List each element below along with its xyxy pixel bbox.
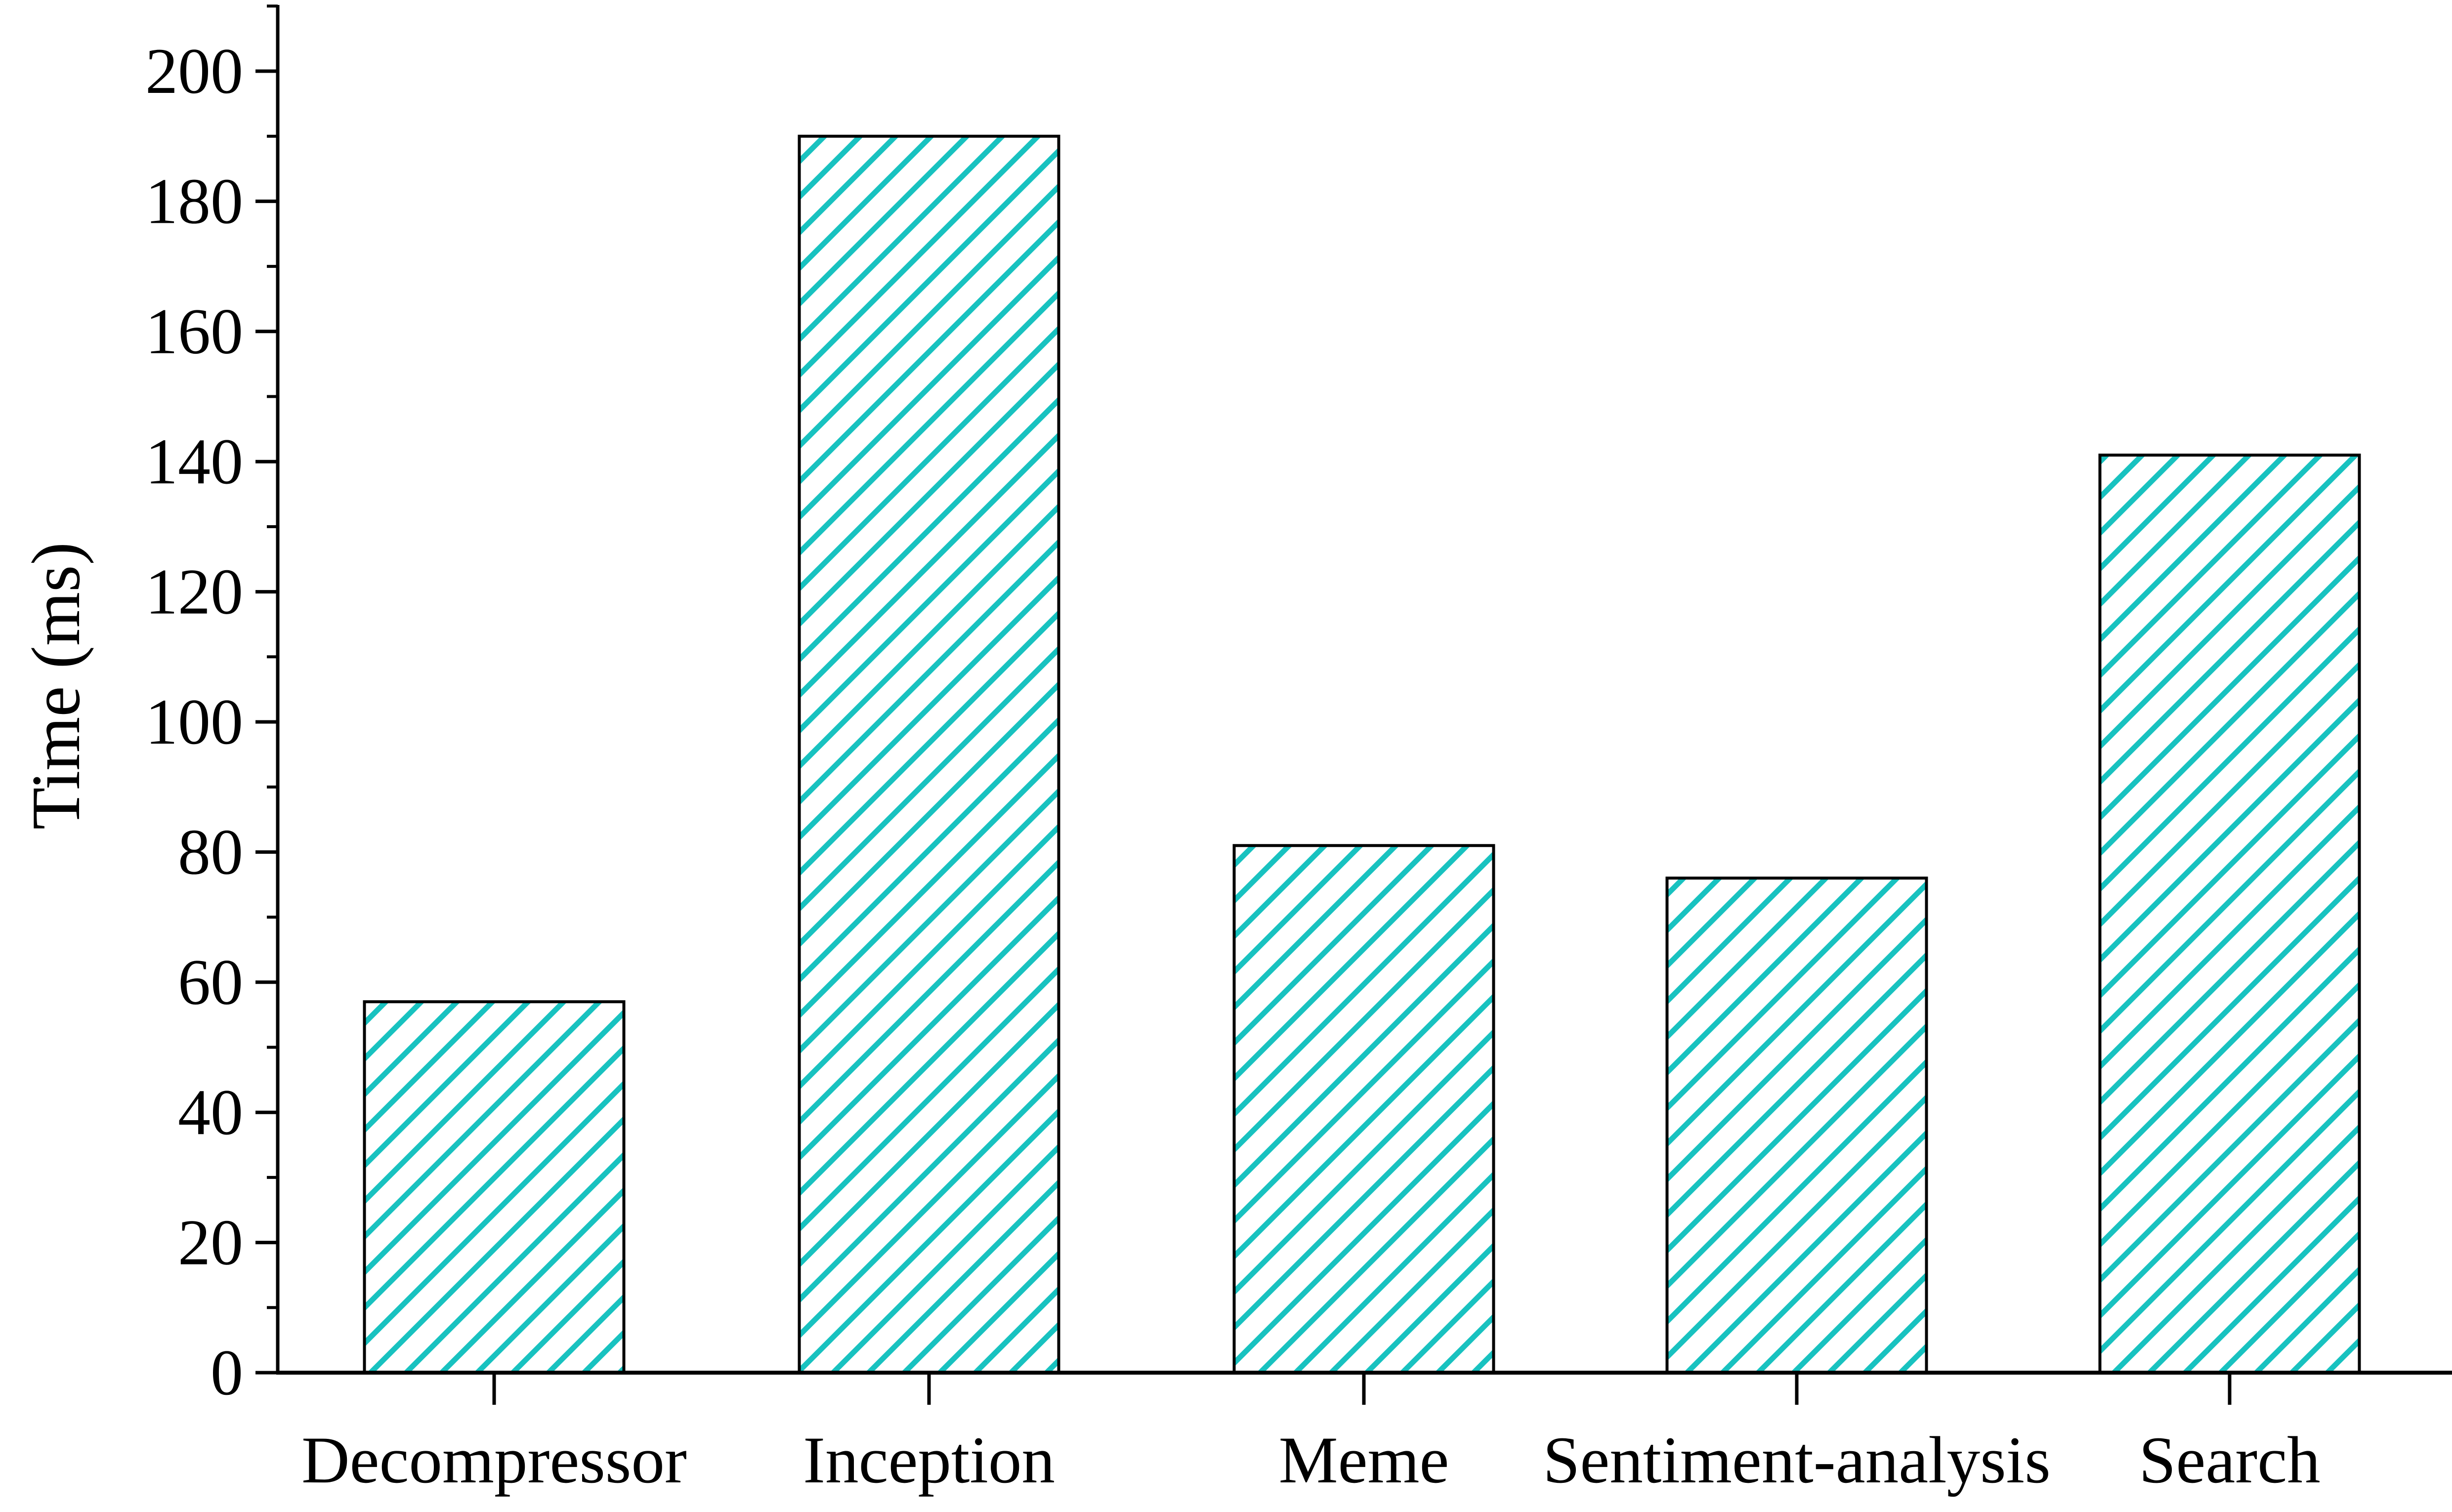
y-tick-label: 100 [145,685,243,758]
y-tick-label: 80 [178,815,243,888]
y-tick-label: 120 [145,555,243,628]
x-tick-label: Sentiment-analysis [1543,1424,2050,1497]
labels: 0 20 40 60 80 100 120 140 160 180 200 Decompressor I… [18,35,2321,1497]
y-tick-label: 20 [178,1206,243,1279]
y-tick-label: 60 [178,946,243,1018]
axes [255,4,2452,1405]
y-tick-label: 160 [145,295,243,368]
x-tick-label: Search [2139,1424,2320,1497]
x-tick-label: Inception [803,1424,1055,1497]
bar-meme [1232,844,1495,1374]
y-tick-label: 140 [145,425,243,498]
bar-sentiment-analysis [1665,877,1928,1374]
bar-decompressor [363,1000,626,1375]
y-tick-label: 40 [178,1076,243,1148]
bar-search [2098,454,2361,1374]
bar-inception [798,134,1060,1375]
x-tick-label: Decompressor [301,1424,687,1497]
y-tick-label: 0 [211,1336,243,1409]
x-tick-label: Meme [1279,1424,1449,1497]
bars [363,134,2361,1375]
y-tick-label: 200 [145,35,243,107]
y-axis-title: Time (ms) [18,542,94,830]
y-tick-label: 180 [145,165,243,237]
